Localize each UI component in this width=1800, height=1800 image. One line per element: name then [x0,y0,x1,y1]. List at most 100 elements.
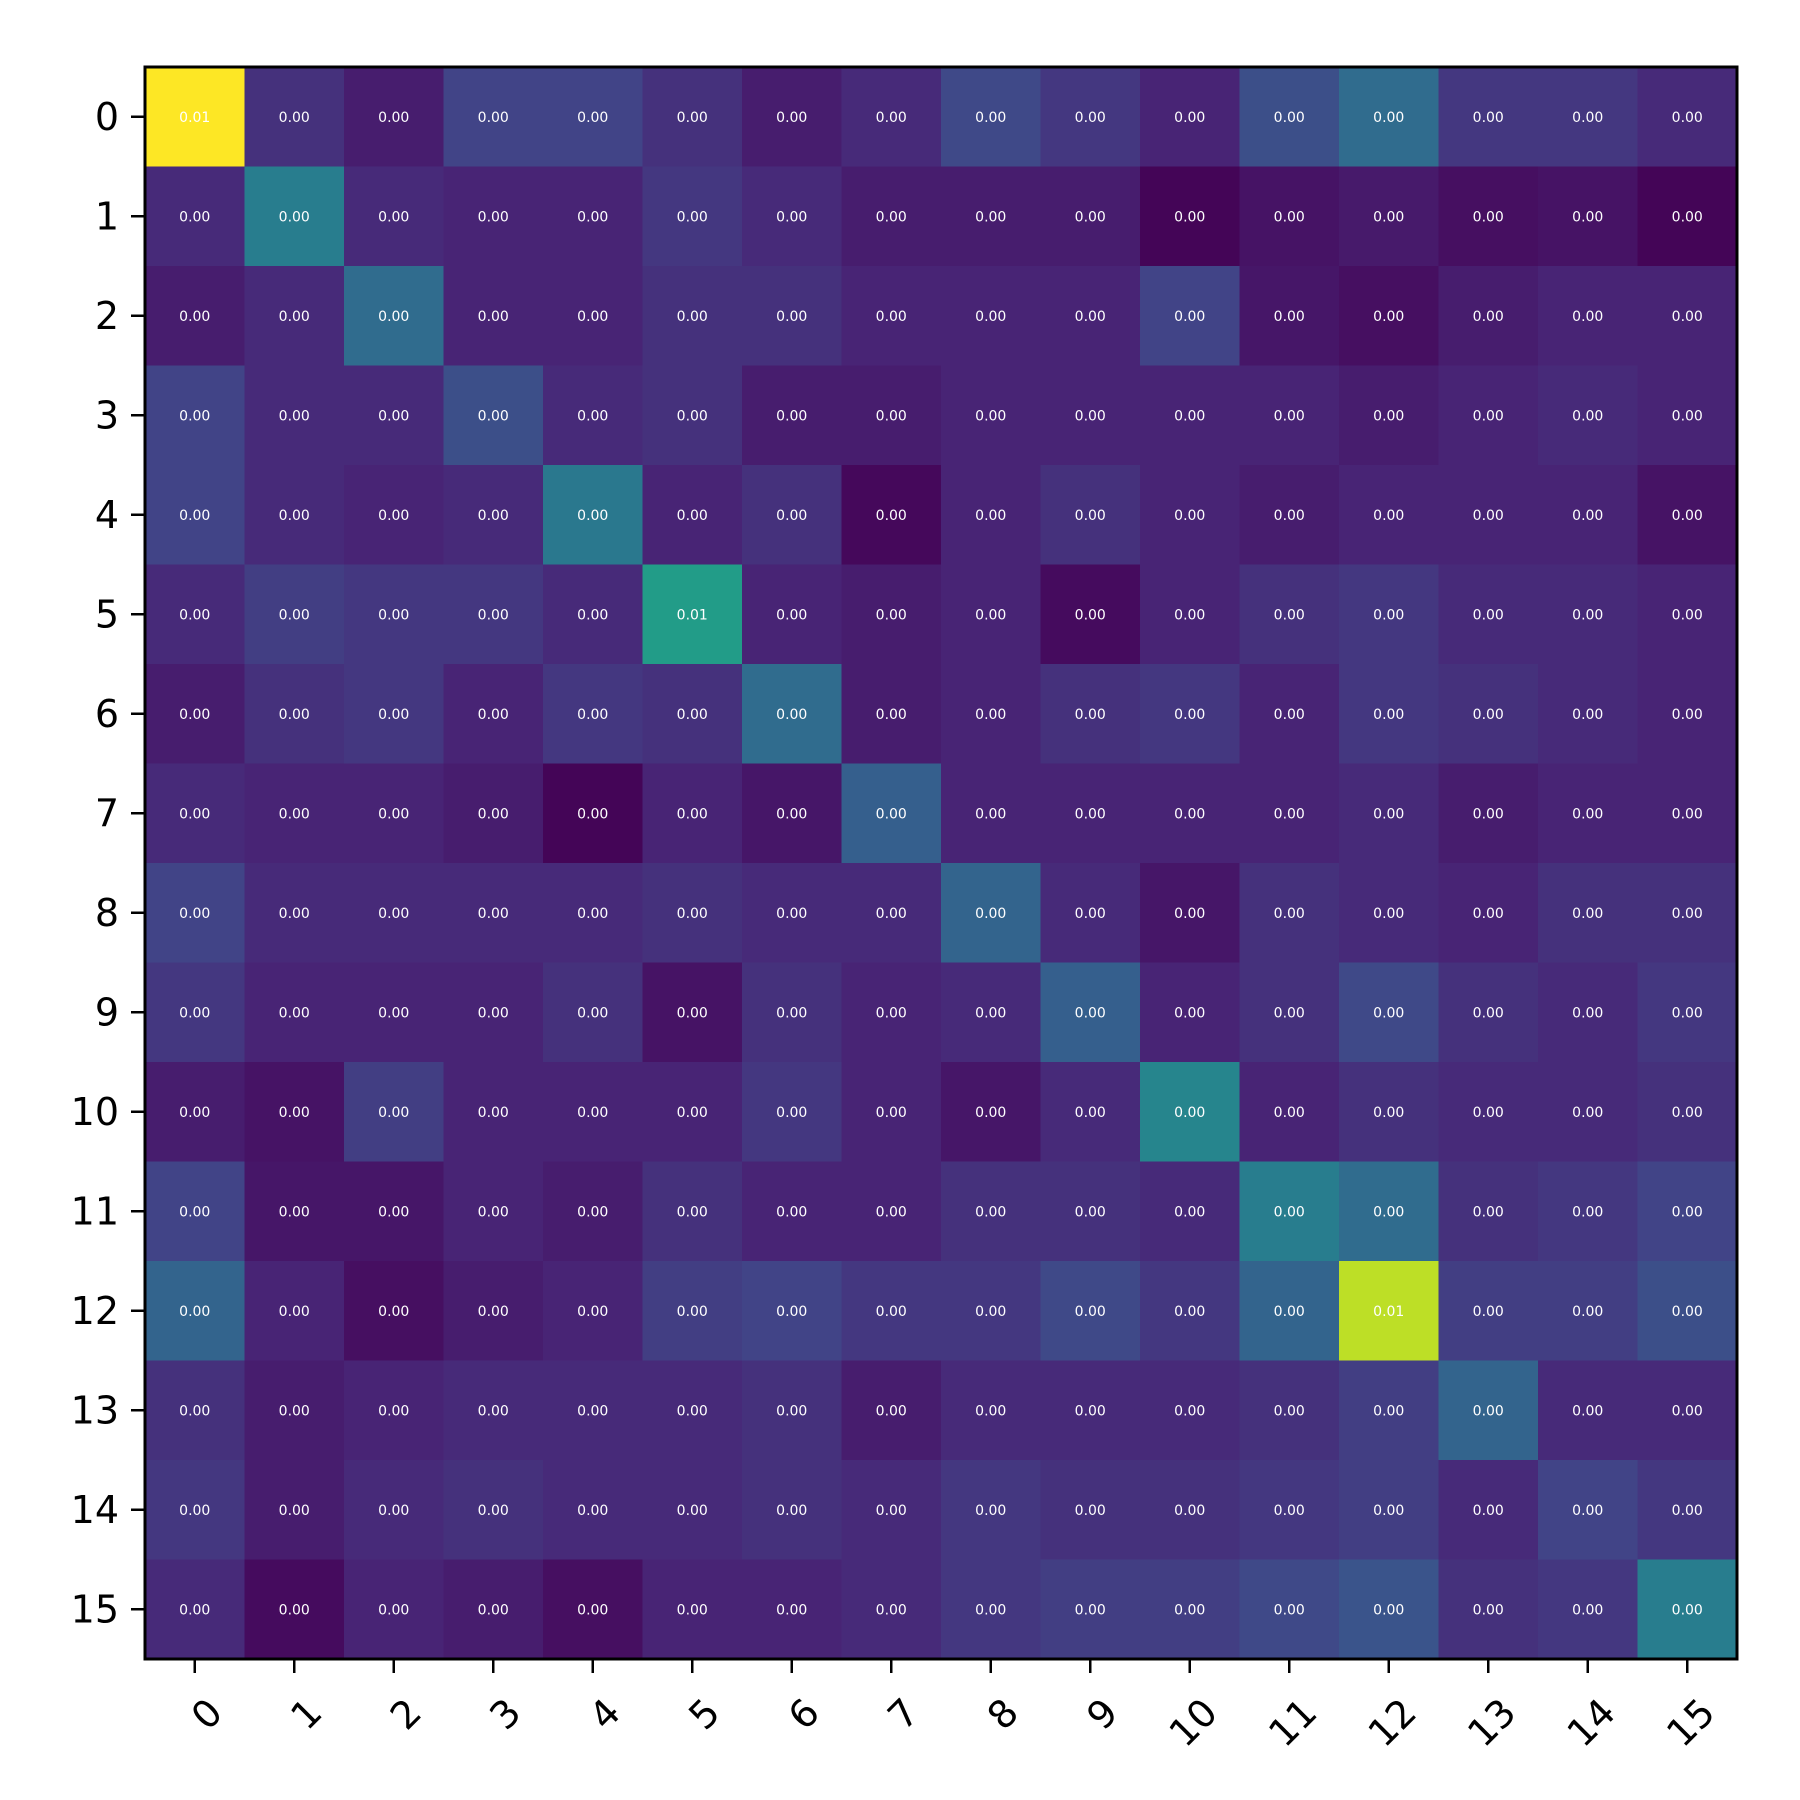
heatmap-cell-r6-c9 [1040,664,1141,765]
heatmap-cell-r3-c12 [1339,365,1440,466]
heatmap-cell-r2-c1 [244,266,345,367]
heatmap-cell-r2-c3 [443,266,544,367]
cell-label-r1-c14: 0.00 [1572,209,1603,225]
cell-label-r15-c8: 0.00 [975,1602,1006,1618]
cell-label-r15-c9: 0.00 [1075,1602,1106,1618]
cell-label-r4-c1: 0.00 [279,508,310,524]
heatmap-cell-r3-c11 [1239,365,1340,466]
cell-label-r15-c7: 0.00 [876,1602,907,1618]
x-axis: 0 1 2 3 4 5 6 7 8 9 10 11 12 13 14 15 [183,1659,1723,1755]
cell-label-r15-c1: 0.00 [279,1602,310,1618]
heatmap-cell-r6-c8 [941,664,1042,765]
cell-label-r2-c12: 0.00 [1373,309,1404,325]
heatmap-cell-r14-c0 [145,1460,246,1561]
heatmap-cell-r11-c8 [941,1161,1042,1262]
cell-label-r11-c15: 0.00 [1672,1204,1703,1220]
heatmap-cell-r15-c1 [244,1559,345,1660]
heatmap-cell-r12-c9 [1040,1261,1141,1362]
cell-label-r12-c11: 0.00 [1274,1304,1305,1320]
cell-label-r9-c8: 0.00 [975,1005,1006,1021]
cell-label-r15-c13: 0.00 [1473,1602,1504,1618]
heatmap-cell-r10-c4 [543,1062,644,1163]
heatmap-cell-r6-c13 [1438,664,1539,765]
heatmap-cell-r3-c10 [1140,365,1241,466]
cell-label-r14-c11: 0.00 [1274,1503,1305,1519]
cell-label-r8-c0: 0.00 [179,906,210,922]
cell-label-r14-c13: 0.00 [1473,1503,1504,1519]
heatmap-cell-r6-c1 [244,664,345,765]
heatmap-cell-r3-c2 [344,365,445,466]
heatmap-cell-r10-c13 [1438,1062,1539,1163]
heatmap-cell-r8-c12 [1339,863,1440,964]
cell-label-r2-c9: 0.00 [1075,309,1106,325]
cell-label-r13-c13: 0.00 [1473,1403,1504,1419]
cell-label-r12-c4: 0.00 [577,1304,608,1320]
cell-label-r7-c12: 0.00 [1373,806,1404,822]
cell-label-r3-c12: 0.00 [1373,408,1404,424]
heatmap-cell-r11-c12 [1339,1161,1440,1262]
cell-label-r8-c11: 0.00 [1274,906,1305,922]
cell-label-r0-c5: 0.00 [677,110,708,126]
cell-label-r5-c5: 0.01 [677,607,708,623]
cell-label-r7-c3: 0.00 [478,806,509,822]
heatmap-cell-r2-c10 [1140,266,1241,367]
heatmap-cell-r4-c6 [742,465,843,566]
heatmap-cell-r14-c4 [543,1460,644,1561]
cell-label-r9-c10: 0.00 [1174,1005,1205,1021]
heatmap-cell-r12-c6 [742,1261,843,1362]
cell-label-r10-c4: 0.00 [577,1105,608,1121]
heatmap-cell-r7-c14 [1538,763,1639,864]
cell-label-r10-c2: 0.00 [378,1105,409,1121]
cell-label-r5-c3: 0.00 [478,607,509,623]
cell-label-r1-c10: 0.00 [1174,209,1205,225]
cell-label-r14-c0: 0.00 [179,1503,210,1519]
cell-label-r11-c1: 0.00 [279,1204,310,1220]
y-tick-label-5: 5 [95,592,119,636]
cell-label-r6-c3: 0.00 [478,707,509,723]
cell-label-r9-c11: 0.00 [1274,1005,1305,1021]
cell-label-r4-c2: 0.00 [378,508,409,524]
heatmap-cell-r11-c10 [1140,1161,1241,1262]
cell-label-r7-c7: 0.00 [876,806,907,822]
heatmap-cell-r11-c6 [742,1161,843,1262]
heatmap-cell-r0-c14 [1538,67,1639,168]
heatmap-cell-r15-c9 [1040,1559,1141,1660]
cell-label-r10-c6: 0.00 [776,1105,807,1121]
heatmap-cell-r12-c2 [344,1261,445,1362]
heatmap-cell-r12-c10 [1140,1261,1241,1362]
cell-label-r3-c1: 0.00 [279,408,310,424]
cell-label-r6-c12: 0.00 [1373,707,1404,723]
heatmap-cell-r3-c5 [642,365,743,466]
cell-label-r0-c10: 0.00 [1174,110,1205,126]
cell-label-r7-c8: 0.00 [975,806,1006,822]
x-tick-label-11: 11 [1260,1690,1325,1755]
cell-label-r0-c6: 0.00 [776,110,807,126]
cell-label-r1-c1: 0.00 [279,209,310,225]
heatmap-cell-r1-c7 [841,166,942,267]
cell-label-r9-c15: 0.00 [1672,1005,1703,1021]
heatmap-cell-r9-c15 [1637,962,1738,1063]
heatmap-cell-r8-c7 [841,863,942,964]
cell-label-r3-c15: 0.00 [1672,408,1703,424]
y-tick-label-12: 12 [71,1289,119,1333]
heatmap-cell-r3-c13 [1438,365,1539,466]
cell-label-r0-c12: 0.00 [1373,110,1404,126]
heatmap-cell-r10-c6 [742,1062,843,1163]
heatmap-cell-r7-c11 [1239,763,1340,864]
cell-label-r13-c11: 0.00 [1274,1403,1305,1419]
heatmap-cell-r14-c1 [244,1460,345,1561]
heatmap-cell-r7-c5 [642,763,743,864]
heatmap-cell-r0-c0 [145,67,246,168]
heatmap-cell-r5-c13 [1438,564,1539,665]
cell-label-r14-c2: 0.00 [378,1503,409,1519]
heatmap-cell-r2-c13 [1438,266,1539,367]
cell-label-r11-c10: 0.00 [1174,1204,1205,1220]
cell-label-r14-c9: 0.00 [1075,1503,1106,1519]
cell-label-r11-c5: 0.00 [677,1204,708,1220]
cell-label-r11-c4: 0.00 [577,1204,608,1220]
cell-label-r12-c0: 0.00 [179,1304,210,1320]
heatmap-cell-r11-c0 [145,1161,246,1262]
heatmap-cell-r1-c2 [344,166,445,267]
cell-label-r2-c14: 0.00 [1572,309,1603,325]
